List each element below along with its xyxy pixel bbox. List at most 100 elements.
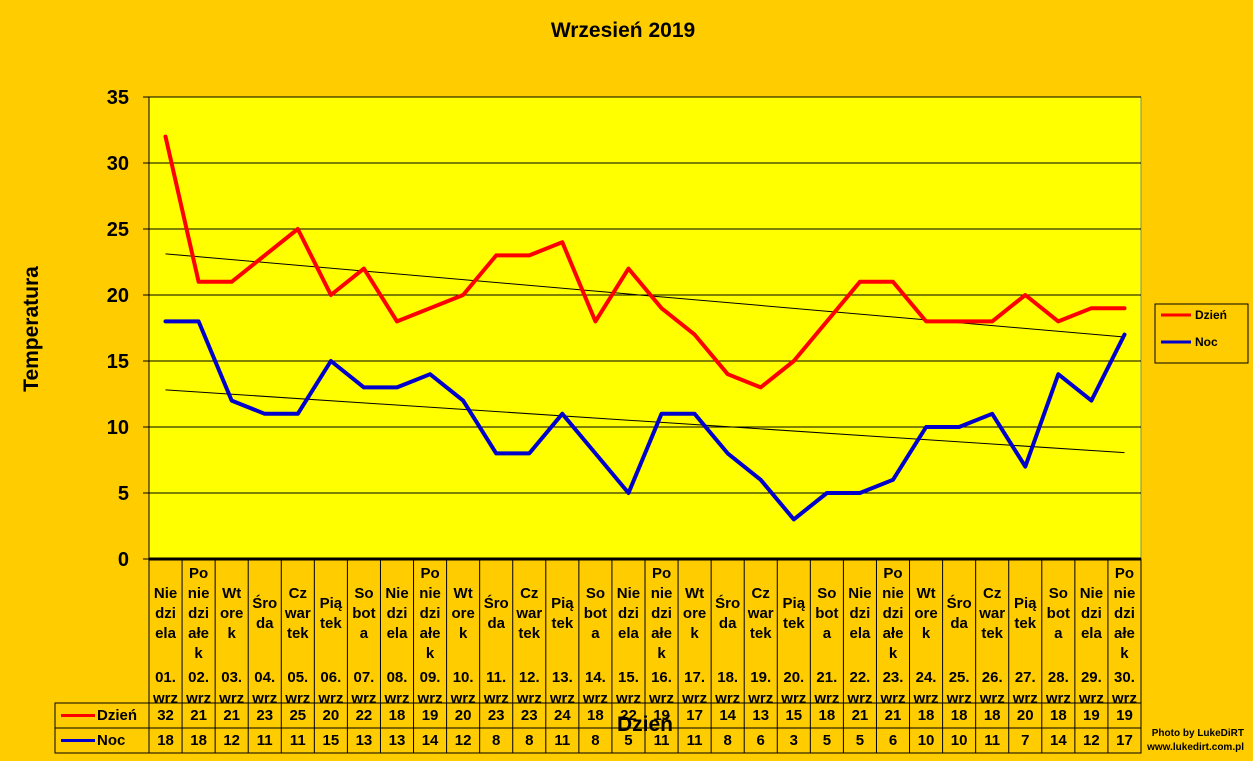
- table-cell: 8: [525, 732, 533, 749]
- category-label: bot: [1047, 605, 1070, 622]
- plot-area: [148, 96, 1142, 560]
- table-cell: 19: [653, 707, 670, 724]
- table-cell: 14: [422, 732, 439, 749]
- category-date: wrz: [780, 690, 806, 707]
- table-cell: 18: [918, 707, 935, 724]
- table-cell: 32: [157, 707, 174, 724]
- table-row-label: Noc: [97, 732, 125, 749]
- category-label: ałe: [651, 625, 672, 642]
- table-cell: 8: [492, 732, 500, 749]
- category-label: Wt: [685, 585, 704, 602]
- category-date: wrz: [648, 690, 674, 707]
- y-axis-title: Temperatura: [20, 266, 43, 392]
- category-label: Po: [652, 565, 671, 582]
- category-label: war: [978, 605, 1005, 622]
- table-cell: 20: [1017, 707, 1034, 724]
- category-date: wrz: [813, 690, 839, 707]
- table-cell: 15: [785, 707, 802, 724]
- category-label: Śro: [947, 594, 972, 612]
- table-cell: 19: [422, 707, 439, 724]
- category-label: nie: [419, 585, 441, 602]
- table-cell: 18: [951, 707, 968, 724]
- category-date: 19.: [750, 669, 771, 686]
- table-cell: 6: [889, 732, 897, 749]
- table-cell: 5: [823, 732, 831, 749]
- category-label: ałe: [420, 625, 441, 642]
- category-date: 28.: [1048, 669, 1069, 686]
- credit-line-2: www.lukedirt.com.pl: [1146, 742, 1244, 753]
- category-date: wrz: [450, 690, 476, 707]
- table-cell: 25: [289, 707, 306, 724]
- category-label: a: [591, 625, 600, 642]
- category-date: wrz: [383, 690, 409, 707]
- category-label: k: [657, 645, 666, 662]
- y-tick-label: 25: [107, 219, 129, 241]
- category-label: ore: [451, 605, 474, 622]
- category-label: a: [823, 625, 832, 642]
- category-date: wrz: [1111, 690, 1137, 707]
- table-cell: 14: [1050, 732, 1067, 749]
- y-tick-label: 35: [107, 87, 129, 109]
- category-date: 29.: [1081, 669, 1102, 686]
- category-date: wrz: [747, 690, 773, 707]
- category-date: wrz: [483, 690, 509, 707]
- table-cell: 18: [984, 707, 1001, 724]
- category-label: ore: [914, 605, 937, 622]
- table-cell: 11: [257, 732, 273, 749]
- category-date: 14.: [585, 669, 606, 686]
- y-tick-label: 20: [107, 285, 129, 307]
- category-date: wrz: [218, 690, 244, 707]
- category-label: tek: [320, 615, 342, 632]
- category-date: wrz: [1045, 690, 1071, 707]
- category-date: 12.: [519, 669, 540, 686]
- table-cell: 8: [591, 732, 599, 749]
- category-label: dzi: [188, 605, 209, 622]
- table-cell: 11: [984, 732, 1000, 749]
- category-label: Cz: [983, 585, 1001, 602]
- category-label: tek: [750, 625, 772, 642]
- category-label: tek: [287, 625, 309, 642]
- table-cell: 12: [223, 732, 240, 749]
- category-date: 26.: [982, 669, 1003, 686]
- category-label: war: [515, 605, 542, 622]
- table-cell: 10: [918, 732, 935, 749]
- category-label: tek: [518, 625, 540, 642]
- table-cell: 7: [1021, 732, 1029, 749]
- category-label: ela: [850, 625, 872, 642]
- x-axis-title: Dzień: [617, 713, 673, 736]
- category-date: 30.: [1114, 669, 1135, 686]
- category-label: Nie: [848, 585, 871, 602]
- category-label: ałe: [883, 625, 904, 642]
- category-label: dzi: [618, 605, 639, 622]
- y-tick-label: 30: [107, 153, 129, 175]
- table-cell: 22: [356, 707, 373, 724]
- category-date: 01.: [155, 669, 176, 686]
- category-date: 27.: [1015, 669, 1036, 686]
- category-label: Śro: [252, 594, 277, 612]
- category-label: Pią: [551, 595, 574, 612]
- table-cell: 21: [885, 707, 902, 724]
- category-label: Po: [1115, 565, 1134, 582]
- category-label: dzi: [883, 605, 904, 622]
- category-label: Nie: [1080, 585, 1103, 602]
- category-label: da: [256, 615, 274, 632]
- category-date: 21.: [816, 669, 837, 686]
- table-row-label: Dzień: [97, 707, 137, 724]
- category-label: dzi: [651, 605, 672, 622]
- category-label: ałe: [188, 625, 209, 642]
- category-label: ela: [387, 625, 409, 642]
- table-cell: 18: [1050, 707, 1067, 724]
- category-label: Po: [189, 565, 208, 582]
- category-date: 18.: [717, 669, 738, 686]
- category-label: ela: [1081, 625, 1103, 642]
- category-date: wrz: [516, 690, 542, 707]
- category-date: 06.: [320, 669, 341, 686]
- table-cell: 23: [488, 707, 505, 724]
- category-label: a: [1054, 625, 1063, 642]
- legend: Dzień Noc: [1154, 303, 1249, 364]
- category-label: Pią: [1014, 595, 1037, 612]
- category-date: 25.: [949, 669, 970, 686]
- table-cell: 24: [554, 707, 571, 724]
- category-date: wrz: [185, 690, 211, 707]
- category-date: 24.: [916, 669, 937, 686]
